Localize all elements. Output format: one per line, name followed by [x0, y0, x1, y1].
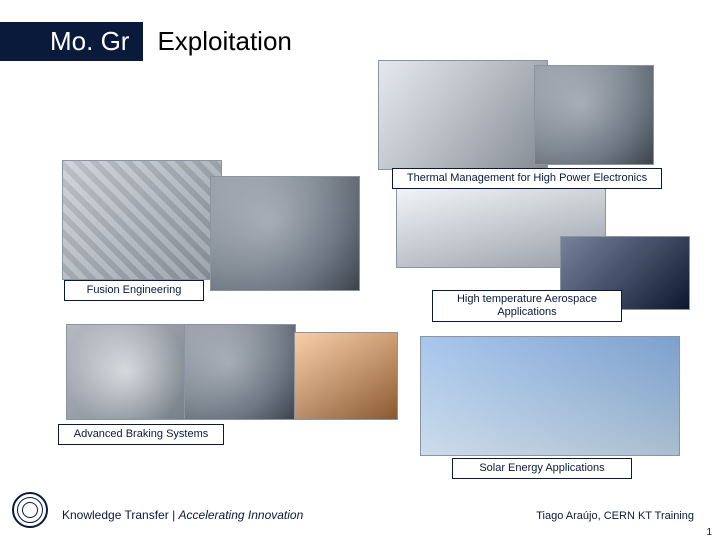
braking-img-2: [184, 324, 296, 420]
braking-img-3: [294, 332, 398, 420]
footer-kt-accent: Accelerating Innovation: [179, 508, 304, 522]
thermal-img-2: [534, 65, 654, 165]
cern-logo-icon: [12, 492, 48, 528]
label-aero-line1: High temperature Aerospace: [457, 293, 597, 305]
label-aero: High temperature Aerospace Applications: [432, 290, 622, 322]
label-thermal: Thermal Management for High Power Electr…: [392, 168, 662, 189]
label-fusion: Fusion Engineering: [64, 280, 204, 301]
slide: Mo. Gr Exploitation Thermal Management f…: [0, 0, 720, 540]
footer-kt-prefix: Knowledge Transfer |: [62, 508, 179, 522]
slide-title: Mo. Gr Exploitation: [0, 22, 306, 61]
title-rest: Exploitation: [143, 22, 305, 61]
page-number: 1: [706, 527, 712, 538]
label-aero-line2: Applications: [497, 306, 556, 318]
fusion-img-1: [62, 160, 222, 280]
label-solar: Solar Energy Applications: [452, 458, 632, 479]
solar-img-1: [420, 336, 680, 456]
braking-img-1: [66, 324, 186, 420]
title-accent: Mo. Gr: [0, 22, 143, 61]
fusion-img-2: [210, 176, 360, 291]
footer-author: Tiago Araújo, CERN KT Training: [536, 510, 694, 522]
label-braking: Advanced Braking Systems: [58, 424, 224, 445]
footer-left: Knowledge Transfer | Accelerating Innova…: [62, 508, 303, 522]
thermal-img-1: [378, 60, 548, 170]
